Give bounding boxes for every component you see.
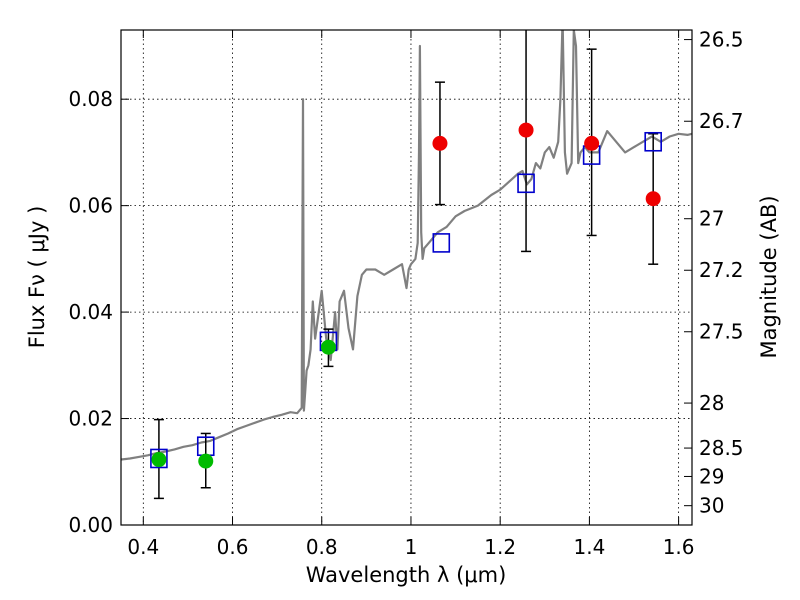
red-circle-point [432, 135, 448, 151]
right-tick-label: 27 [699, 207, 724, 231]
right-tick-label: 29 [699, 464, 724, 488]
right-tick-label: 27.2 [699, 258, 744, 282]
x-tick-label: 1.2 [484, 535, 516, 559]
axis-ticks: 0.4 0.6 0.8 1 1.2 1.4 1.6 0.00 0.02 0.04 0.06 0.08 2… [68, 28, 743, 559]
spectrum-line [121, 30, 692, 461]
model-square-point [644, 131, 662, 152]
green-circle-point [151, 452, 167, 468]
x-tick-label: 1 [405, 535, 418, 559]
x-tick-label: 1.6 [663, 535, 695, 559]
model-square-point [432, 233, 451, 253]
y-tick-label: 0.00 [68, 513, 113, 537]
y-axis-label: Flux Fν ( μJy ) [25, 206, 49, 349]
green-circle-point [320, 339, 336, 355]
y-tick-label: 0.04 [68, 300, 113, 324]
model-square-point [517, 173, 535, 194]
y-tick-label: 0.08 [68, 87, 113, 111]
model-square-point [150, 448, 168, 469]
x-axis-label: Wavelength λ (μm) [306, 563, 507, 587]
y-tick-label: 0.02 [68, 407, 113, 431]
right-tick-label: 26.7 [699, 109, 744, 133]
right-tick-label: 28 [699, 391, 724, 415]
red-circle-point [584, 135, 600, 151]
red-circle-point [518, 122, 534, 138]
x-tick-label: 1.4 [573, 535, 605, 559]
right-tick-label: 28.5 [699, 436, 744, 460]
right-tick-label: 30 [699, 494, 724, 518]
green-circle-point [198, 453, 214, 469]
x-tick-label: 0.8 [306, 535, 338, 559]
y-tick-label: 0.06 [68, 194, 113, 218]
right-tick-label: 26.5 [699, 28, 744, 52]
x-tick-label: 0.4 [127, 535, 159, 559]
red-circle-point [645, 191, 661, 207]
grid-lines [121, 30, 692, 526]
right-tick-label: 27.5 [699, 320, 744, 344]
plot-frame [120, 29, 693, 526]
data-layer [121, 30, 692, 500]
right-axis-label: Magnitude (AB) [757, 195, 781, 358]
x-tick-label: 0.6 [217, 535, 249, 559]
